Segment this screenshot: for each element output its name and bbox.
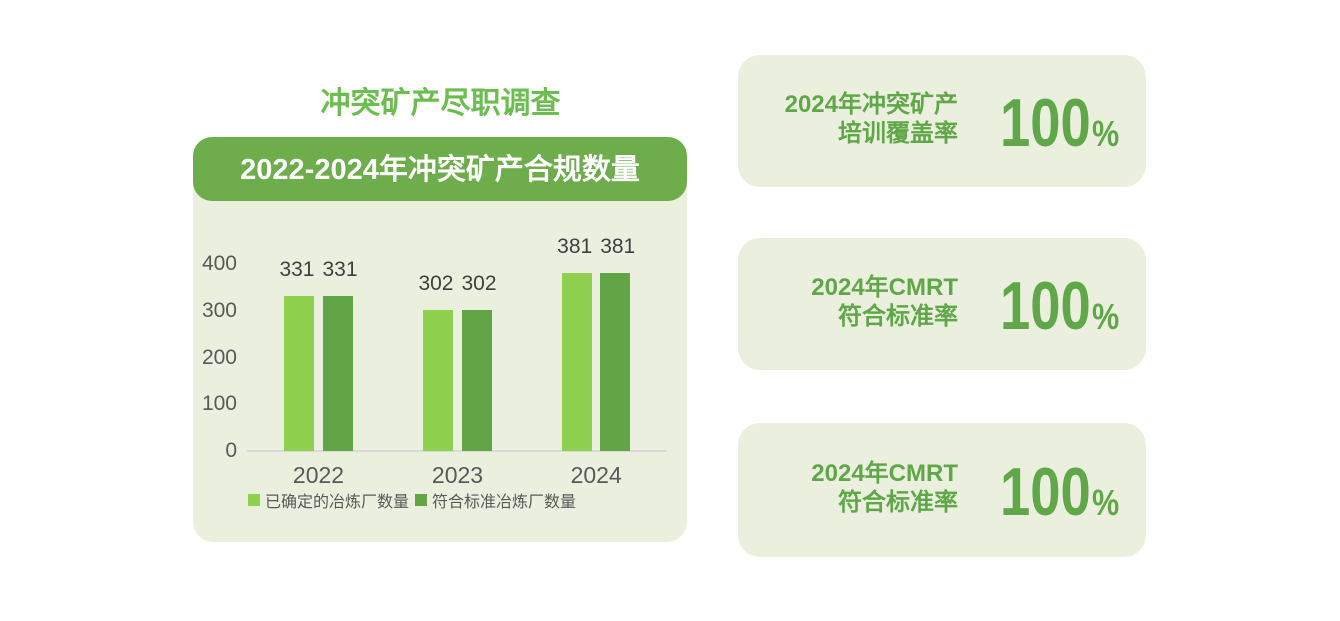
x-axis-category-label: 2023 xyxy=(431,462,484,488)
bar-value-label: 381 xyxy=(600,235,636,259)
legend-swatch-series0 xyxy=(247,494,260,506)
legend-label-series1: 符合标准冶炼厂数量 xyxy=(432,494,577,511)
stat-card-value: 100 % xyxy=(1000,272,1124,340)
stat-card-value-unit: % xyxy=(1092,296,1120,337)
stat-card-cmrt-1: 2024年CMRT 符合标准率 100 % xyxy=(738,238,1146,370)
y-axis-tick-label: 0 xyxy=(225,439,237,462)
bar-2024-series1 xyxy=(600,273,631,451)
bar-2024-series0 xyxy=(562,273,592,451)
stat-card-cmrt-2: 2024年CMRT 符合标准率 100 % xyxy=(738,423,1146,557)
stat-card-label-line1: 2024年冲突矿产 xyxy=(784,91,958,118)
stat-card-label-line2: 符合标准率 xyxy=(838,303,958,330)
bar-value-label: 302 xyxy=(461,271,497,295)
chart-card: 2022-2024年冲突矿产合规数量 0 100 200 300 400 331 331 20… xyxy=(193,137,687,542)
bar-value-label: 331 xyxy=(322,258,358,282)
stat-card-value-number: 100 xyxy=(1000,85,1091,161)
stat-card-label-line1: 2024年CMRT xyxy=(811,274,958,301)
stat-card-value: 100 % xyxy=(1000,89,1124,157)
stat-card-value-unit: % xyxy=(1092,482,1120,523)
x-axis-category-label: 2024 xyxy=(570,462,622,488)
y-axis-tick-label: 300 xyxy=(201,298,237,322)
bar-value-labels-2022: 331 331 xyxy=(249,258,389,282)
chart-legend: 已确定的冶炼厂数量 符合标准冶炼厂数量 xyxy=(193,488,687,512)
stat-card-label: 2024年CMRT 符合标准率 xyxy=(774,459,958,517)
bar-value-labels-2023: 302 302 xyxy=(388,272,528,296)
x-axis-category-label: 2022 xyxy=(292,462,345,488)
chart-title: 冲突矿产尽职调查 xyxy=(320,87,561,120)
stat-card-label-line2: 符合标准率 xyxy=(838,489,958,516)
bar-value-label: 381 xyxy=(557,235,593,259)
stat-card-value-unit: % xyxy=(1092,113,1120,154)
stat-card-label: 2024年CMRT 符合标准率 xyxy=(774,273,958,331)
stat-card-label-line2: 培训覆盖率 xyxy=(838,120,958,147)
stat-card-value: 100 % xyxy=(1000,458,1124,526)
x-axis-line xyxy=(247,450,667,452)
bar-chart: 0 100 200 300 400 331 331 2022 302 302 2023 381 381 2… xyxy=(193,137,687,542)
stat-card-training-coverage: 2024年冲突矿产 培训覆盖率 100 % xyxy=(738,55,1146,187)
stat-card-value-number: 100 xyxy=(1000,268,1091,344)
bar-value-label: 302 xyxy=(418,271,454,295)
stat-card-value-number: 100 xyxy=(1000,454,1091,530)
y-axis-tick-label: 200 xyxy=(201,345,237,369)
bar-value-label: 331 xyxy=(279,258,315,282)
bar-2023-series1 xyxy=(461,309,492,451)
y-axis-tick-label: 100 xyxy=(201,392,237,416)
bar-value-labels-2024: 381 381 xyxy=(526,235,666,259)
bar-2022-series0 xyxy=(284,296,315,451)
stat-card-label: 2024年冲突矿产 培训覆盖率 xyxy=(774,90,958,148)
chart-header: 2022-2024年冲突矿产合规数量 xyxy=(193,137,687,201)
legend-label-series0: 已确定的冶炼厂数量 xyxy=(264,494,409,511)
bar-2023-series0 xyxy=(423,309,454,451)
stat-card-label-line1: 2024年CMRT xyxy=(811,460,958,487)
y-axis-tick-label: 400 xyxy=(201,252,237,276)
legend-swatch-series1 xyxy=(415,494,427,506)
bar-2022-series1 xyxy=(322,296,353,451)
